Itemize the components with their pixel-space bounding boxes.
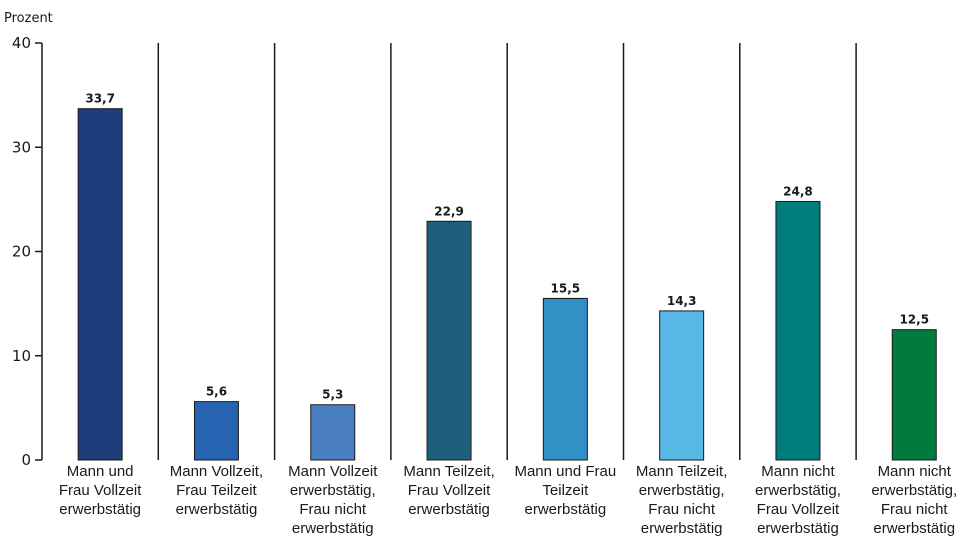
category-separators: [157, 43, 857, 460]
category-label-line: erwerbstätig,: [871, 482, 957, 499]
value-label: 24,8: [783, 184, 813, 198]
category-label: Mann nicht erwerbstätig, Frau nicht erwerbs…: [871, 463, 957, 537]
y-tick-label: 10: [12, 347, 31, 365]
y-tick-label: 0: [21, 451, 31, 469]
category-label-line: Frau nicht: [648, 501, 716, 518]
category-label-line: erwerbstätig: [873, 520, 955, 537]
category-label-line: Frau Vollzeit: [408, 482, 491, 499]
value-labels: 33,7 5,6 5,3 22,9 15,5 14,3 24,8 12,5: [85, 92, 929, 402]
category-label-line: erwerbstätig: [757, 520, 839, 537]
category-label-line: Mann Teilzeit,: [403, 463, 494, 480]
category-label-line: Frau nicht: [299, 501, 367, 518]
category-label: Mann und Frau Teilzeit erwerbstätig: [514, 463, 616, 518]
value-label: 5,6: [206, 385, 227, 399]
category-label: Mann nicht erwerbstätig, Frau Vollzeit erwe…: [755, 463, 841, 537]
bar: [659, 310, 705, 461]
value-label: 5,3: [322, 388, 343, 402]
bar: [775, 200, 821, 461]
category-label-line: Mann Vollzeit,: [170, 463, 263, 480]
bar: [542, 297, 588, 461]
value-label: 22,9: [434, 204, 464, 218]
bar: [891, 329, 937, 461]
category-label-line: Mann nicht: [761, 463, 835, 480]
bar: [77, 108, 123, 461]
category-label: Mann Vollzeit, Frau Teilzeit erwerbstätig: [170, 463, 263, 518]
bar: [193, 401, 239, 461]
category-label-line: Frau nicht: [881, 501, 949, 518]
category-label-line: erwerbstätig: [292, 520, 374, 537]
category-label: Mann Teilzeit, Frau Vollzeit erwerbstätig: [403, 463, 494, 518]
bar: [426, 220, 472, 461]
y-tick-label: 30: [12, 138, 31, 156]
category-label: Mann Teilzeit, erwerbstätig, Frau nicht erw…: [636, 463, 727, 537]
category-label-line: erwerbstätig: [59, 501, 141, 518]
value-label: 12,5: [899, 313, 929, 327]
y-axis-ticks: 0 10 20 30 40: [12, 34, 42, 469]
category-label-line: erwerbstätig,: [639, 482, 725, 499]
category-label-line: Mann Vollzeit: [288, 463, 378, 480]
category-label-line: Mann Teilzeit,: [636, 463, 727, 480]
category-label-line: Frau Vollzeit: [59, 482, 142, 499]
value-label: 15,5: [551, 281, 581, 295]
category-label-line: Mann und Frau: [514, 463, 616, 480]
category-label-line: erwerbstätig: [524, 501, 606, 518]
bar: [310, 404, 356, 461]
category-label-line: Teilzeit: [542, 482, 589, 499]
category-label-line: erwerbstätig: [176, 501, 258, 518]
y-axis-unit-label: Prozent: [4, 11, 53, 26]
y-tick-label: 20: [12, 243, 31, 261]
value-label: 33,7: [85, 92, 115, 106]
category-label-line: erwerbstätig,: [755, 482, 841, 499]
category-label-line: Mann und: [67, 463, 134, 480]
category-label-line: Mann nicht: [878, 463, 952, 480]
category-label-line: Frau Vollzeit: [757, 501, 840, 518]
bar-group: [77, 108, 937, 461]
category-label-line: erwerbstätig,: [290, 482, 376, 499]
category-label-line: erwerbstätig: [641, 520, 723, 537]
category-label: Mann und Frau Vollzeit erwerbstätig: [59, 463, 142, 518]
category-label-line: Frau Teilzeit: [176, 482, 257, 499]
value-label: 14,3: [667, 294, 697, 308]
category-label-line: erwerbstätig: [408, 501, 490, 518]
category-label: Mann Vollzeit erwerbstätig, Frau nicht erwe…: [288, 463, 378, 537]
y-tick-label: 40: [12, 34, 31, 52]
